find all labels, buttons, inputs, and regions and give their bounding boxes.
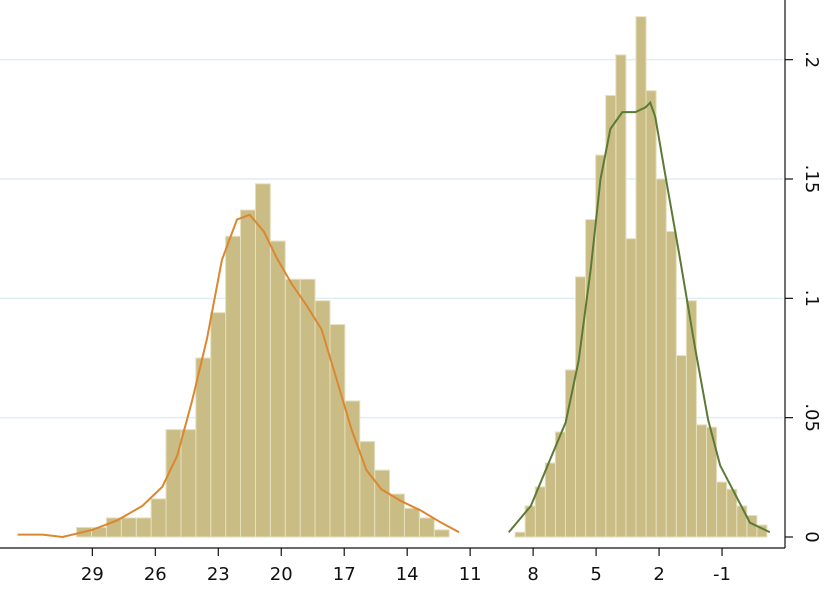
bar — [210, 312, 227, 538]
bar — [120, 517, 137, 538]
x-tick-label: 2 — [653, 564, 664, 585]
bar — [150, 498, 167, 538]
bar — [314, 300, 331, 538]
density-curve — [17, 213, 460, 539]
bar — [225, 235, 242, 538]
x-tick-label: 20 — [270, 564, 293, 585]
bar — [514, 531, 526, 538]
bar — [180, 429, 197, 538]
x-tick-label: 17 — [333, 564, 356, 585]
x-tick-label: 29 — [81, 564, 104, 585]
bar — [240, 209, 256, 538]
bar — [374, 469, 391, 538]
bar — [655, 178, 667, 538]
x-tick-label: 26 — [144, 564, 167, 585]
bar — [418, 517, 435, 538]
x-tick-label: 14 — [396, 564, 419, 585]
bar — [344, 400, 361, 538]
y-tick-label: .15 — [801, 165, 822, 194]
y-tick-label: .2 — [801, 51, 822, 68]
y-tick-label: 0 — [801, 531, 822, 542]
bar — [135, 517, 152, 538]
bar — [605, 94, 617, 538]
bar — [269, 240, 286, 538]
bar — [635, 16, 647, 538]
bar — [665, 231, 677, 538]
bar — [675, 355, 687, 538]
bar — [615, 54, 627, 538]
density-curve — [508, 100, 771, 534]
bar — [165, 429, 182, 538]
bar — [403, 507, 420, 538]
bar — [736, 505, 748, 538]
bar — [695, 424, 707, 538]
y-tick-label: .1 — [801, 290, 822, 307]
bar — [685, 300, 697, 538]
x-tick-label: 5 — [590, 564, 601, 585]
bar — [389, 493, 405, 538]
bar — [299, 278, 316, 538]
bar — [544, 462, 556, 538]
bar — [716, 481, 728, 538]
x-tick-label: 11 — [459, 564, 482, 585]
bar — [284, 278, 301, 538]
bar — [195, 357, 212, 538]
bar — [645, 90, 657, 538]
bar — [625, 238, 637, 538]
bar — [534, 486, 546, 538]
x-tick-label: -1 — [713, 564, 731, 585]
bar — [433, 529, 450, 538]
bar — [329, 324, 346, 538]
bar — [554, 431, 566, 538]
x-tick-label: 8 — [527, 564, 538, 585]
bar — [254, 183, 271, 538]
x-tick-label: 23 — [207, 564, 230, 585]
y-tick-label: .05 — [801, 403, 822, 432]
